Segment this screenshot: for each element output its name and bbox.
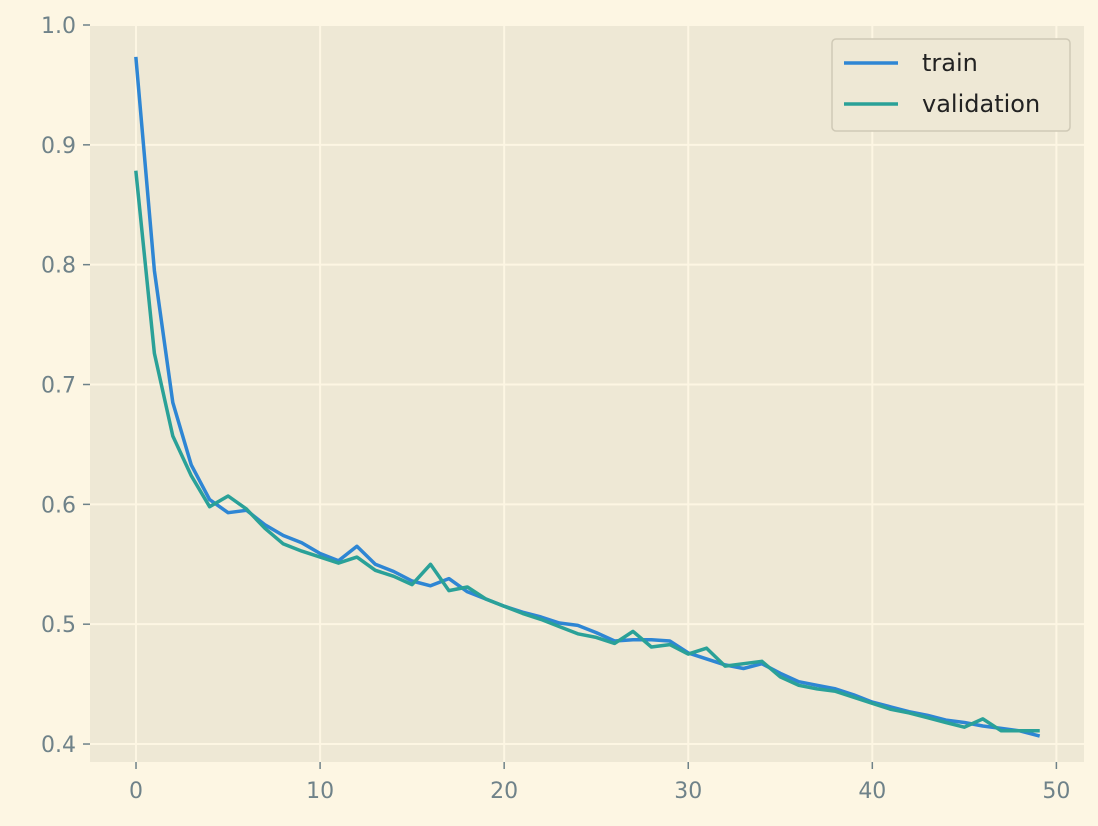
- x-tick-label: 30: [674, 779, 702, 804]
- y-tick-label: 0.5: [41, 613, 76, 638]
- y-tick-label: 0.8: [41, 254, 76, 279]
- x-tick-label: 0: [129, 779, 143, 804]
- x-tick-label: 10: [306, 779, 334, 804]
- y-tick-label: 0.6: [41, 493, 76, 518]
- y-tick-label: 0.4: [41, 733, 76, 758]
- series-line-train: [134, 56, 1041, 738]
- legend-label-validation: validation: [922, 90, 1040, 118]
- x-tick-label: 40: [858, 779, 886, 804]
- x-tick-label: 50: [1042, 779, 1070, 804]
- y-tick-label: 0.9: [41, 134, 76, 159]
- y-tick-label: 0.7: [41, 374, 76, 399]
- series-line-validation: [134, 170, 1040, 733]
- plot-area: [90, 25, 1084, 762]
- grid-lines: [90, 24, 1084, 762]
- legend: train validation: [831, 38, 1071, 132]
- legend-label-train: train: [922, 49, 978, 77]
- x-tick-label: 20: [490, 779, 518, 804]
- axes: 0 10 20 30 40 50 0.4 0.5 0.6 0.7 0.8 0.9 1.0: [41, 14, 1070, 804]
- y-tick-label: 1.0: [41, 14, 76, 39]
